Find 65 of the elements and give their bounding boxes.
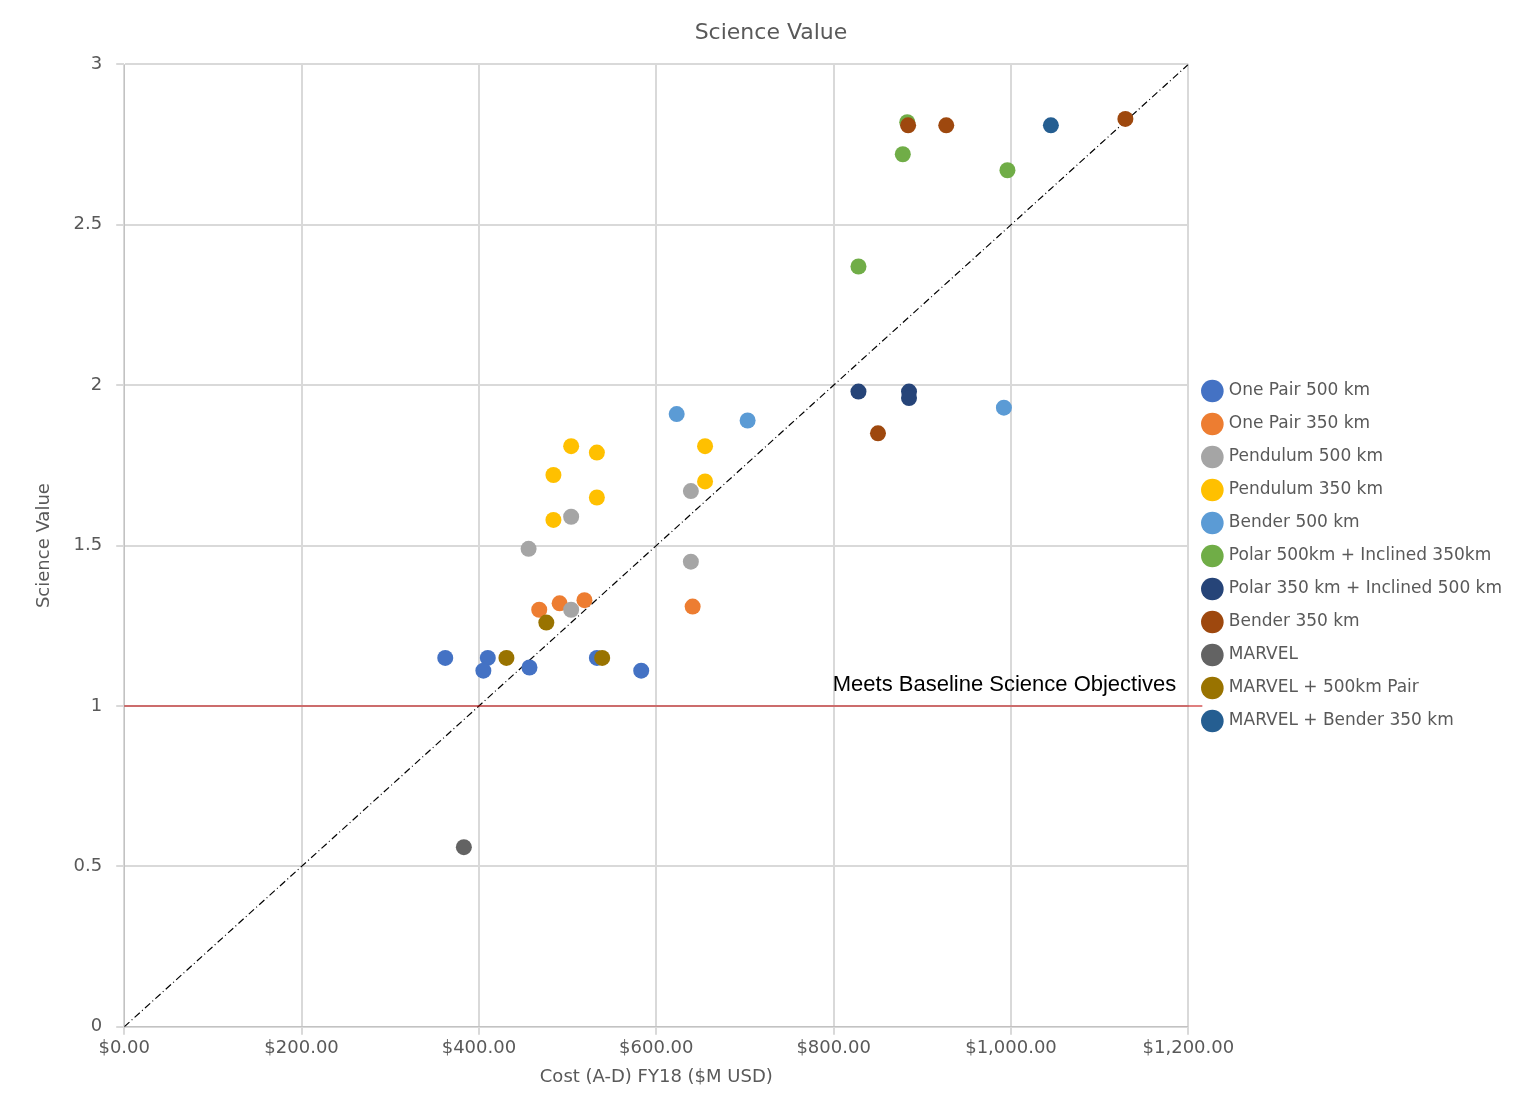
legend-label: Polar 500km + Inclined 350km [1228, 544, 1492, 565]
point [850, 258, 867, 275]
y-tick-label: 1.5 [73, 533, 103, 555]
point [682, 483, 699, 500]
legend-label: Polar 350 km + Inclined 500 km [1228, 577, 1502, 598]
point [455, 839, 472, 856]
point [697, 438, 714, 455]
point [531, 601, 548, 618]
x-tick-label: $0.00 [98, 1036, 150, 1058]
x-tick-label: $400.00 [441, 1036, 517, 1058]
point [995, 399, 1012, 416]
legend-label: Bender 350 km [1228, 610, 1360, 631]
point [894, 146, 911, 163]
point [668, 406, 685, 423]
y-tick-label: 3 [90, 52, 103, 74]
point [869, 425, 886, 442]
y-tick-label: 1 [90, 693, 103, 715]
legend-label: Pendulum 350 km [1228, 478, 1384, 499]
point [633, 662, 650, 679]
x-tick-label: $600.00 [619, 1036, 694, 1058]
y-axis-title: Science Value [32, 483, 54, 609]
point [479, 649, 496, 666]
point [684, 598, 701, 615]
point [545, 467, 562, 484]
legend-label: One Pair 350 km [1228, 412, 1371, 433]
y-tick-label: 0 [90, 1014, 103, 1036]
point [1042, 117, 1059, 134]
point [850, 383, 867, 400]
x-tick-label: $1,200.00 [1142, 1036, 1235, 1058]
x-axis-title: Cost (A-D) FY18 ($M USD) [539, 1064, 773, 1086]
point [545, 511, 562, 528]
point [437, 649, 454, 666]
legend-label: Pendulum 500 km [1228, 445, 1384, 466]
point [1117, 110, 1134, 127]
y-tick-label: 0.5 [73, 854, 103, 876]
point [588, 489, 605, 506]
point [520, 540, 537, 557]
point [576, 592, 593, 609]
point [521, 659, 538, 676]
legend-label: MARVEL + 500km Pair [1228, 676, 1419, 697]
point [538, 614, 555, 631]
point [475, 662, 492, 679]
point [563, 438, 580, 455]
legend-label: MARVEL [1228, 643, 1299, 664]
point [682, 553, 699, 570]
point [739, 412, 756, 429]
point [498, 649, 515, 666]
point [563, 508, 580, 525]
legend-label: One Pair 500 km [1228, 379, 1371, 400]
ref-line-label: Meets Baseline Science Objectives [832, 671, 1177, 697]
point [551, 595, 568, 612]
legend-label: MARVEL + Bender 350 km [1228, 709, 1454, 730]
x-tick-label: $200.00 [264, 1036, 339, 1058]
y-tick-label: 2 [90, 372, 103, 394]
point [999, 162, 1016, 179]
x-tick-label: $1,000.00 [965, 1036, 1057, 1058]
y-tick-label: 2.5 [73, 212, 103, 234]
point [563, 601, 580, 618]
point [697, 473, 714, 490]
point [594, 649, 611, 666]
point [938, 117, 955, 134]
legend-label: Bender 500 km [1228, 511, 1360, 532]
x-tick-label: $800.00 [796, 1036, 871, 1058]
point [588, 444, 605, 461]
chart-title: Science Value [694, 18, 848, 44]
